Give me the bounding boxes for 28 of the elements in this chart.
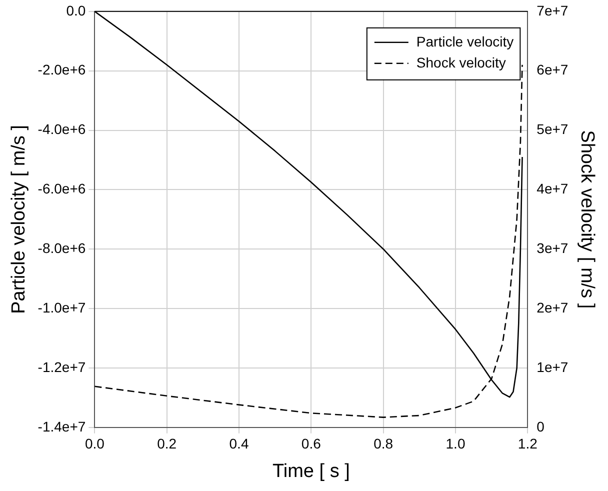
y-tick-label: -1.0e+7 <box>38 299 86 316</box>
legend-label: Shock velocity <box>416 54 506 70</box>
y-tick-label: 0.0 <box>66 2 86 18</box>
x-tick-label: 0.2 <box>157 436 177 452</box>
y2-tick-label: 4e+7 <box>536 180 568 197</box>
y-axis-title: Particle velocity [ m/s ] <box>8 124 30 314</box>
x-tick-label: 0.6 <box>301 436 322 452</box>
y-tick-label: -8.0e+6 <box>38 240 86 256</box>
x-axis-title: Time [ s ] <box>272 460 350 482</box>
y2-tick-label: 5e+7 <box>536 121 568 138</box>
y2-tick-label: 0 <box>536 418 545 434</box>
y2-tick-label: 6e+7 <box>536 62 568 78</box>
x-tick-label: 0.4 <box>229 436 249 452</box>
y-tick-label: -4.0e+6 <box>38 121 86 138</box>
y-tick-label: -6.0e+6 <box>38 180 86 197</box>
x-tick-label: 0.8 <box>374 436 394 452</box>
y2-tick-label: 3e+7 <box>536 240 568 256</box>
x-tick-label: 0.0 <box>84 436 105 452</box>
y2-tick-label: 1e+7 <box>536 358 568 375</box>
y-tick-label: -2.0e+6 <box>38 62 86 78</box>
legend-label: Particle velocity <box>416 33 514 50</box>
x-tick-label: 1.2 <box>518 436 538 452</box>
y-tick-label: -1.4e+7 <box>38 418 86 434</box>
x-tick-label: 1.0 <box>446 436 466 452</box>
y-tick-label: -1.2e+7 <box>38 358 86 375</box>
y2-axis-title: Shock velocity [ m/s ] <box>576 130 598 309</box>
y2-tick-label: 7e+7 <box>536 2 568 18</box>
y2-tick-label: 2e+7 <box>536 299 568 316</box>
